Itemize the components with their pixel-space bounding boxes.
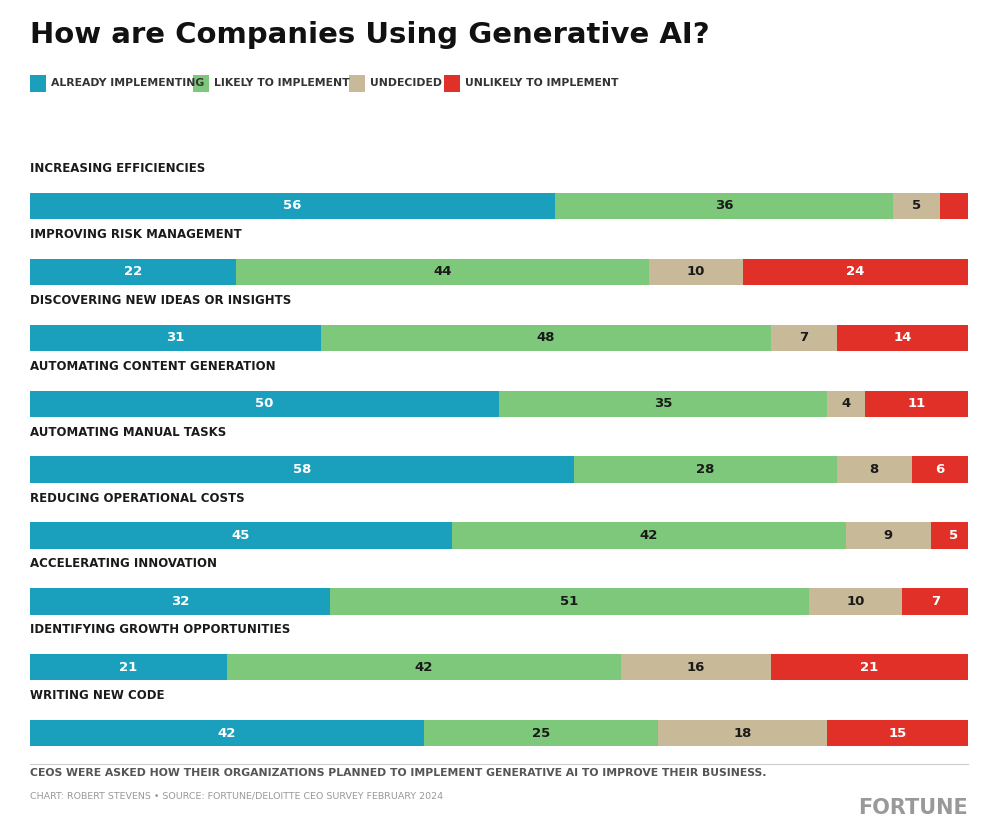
Text: REDUCING OPERATIONAL COSTS: REDUCING OPERATIONAL COSTS — [30, 491, 245, 505]
Text: 50: 50 — [255, 397, 273, 410]
Bar — [30, 654, 227, 681]
Text: UNDECIDED: UNDECIDED — [370, 78, 442, 88]
Bar — [912, 456, 968, 483]
Text: IDENTIFYING GROWTH OPPORTUNITIES: IDENTIFYING GROWTH OPPORTUNITIES — [30, 623, 290, 636]
Text: How are Companies Using Generative AI?: How are Companies Using Generative AI? — [30, 21, 710, 49]
Bar — [836, 456, 912, 483]
Text: 58: 58 — [292, 463, 311, 476]
Bar — [499, 391, 827, 416]
Text: DISCOVERING NEW IDEAS OR INSIGHTS: DISCOVERING NEW IDEAS OR INSIGHTS — [30, 294, 291, 307]
Text: 21: 21 — [120, 661, 138, 674]
Text: 7: 7 — [799, 332, 808, 344]
Text: 32: 32 — [171, 595, 190, 608]
Text: 10: 10 — [687, 266, 706, 278]
Bar — [574, 456, 836, 483]
Text: 56: 56 — [283, 199, 301, 212]
Text: 16: 16 — [687, 661, 706, 674]
Text: 10: 10 — [846, 595, 864, 608]
Text: WRITING NEW CODE: WRITING NEW CODE — [30, 689, 165, 702]
Bar — [659, 720, 827, 746]
Bar — [743, 259, 968, 285]
Bar — [930, 522, 977, 549]
Text: 15: 15 — [888, 726, 907, 740]
Text: 11: 11 — [907, 397, 925, 410]
Text: 6: 6 — [935, 463, 944, 476]
Text: INCREASING EFFICIENCIES: INCREASING EFFICIENCIES — [30, 162, 206, 175]
Bar — [649, 259, 743, 285]
Bar — [30, 259, 237, 285]
Bar — [227, 654, 621, 681]
Bar — [237, 259, 649, 285]
Bar — [30, 522, 452, 549]
Text: 9: 9 — [884, 529, 893, 542]
Bar — [621, 654, 771, 681]
Text: ACCELERATING INNOVATION: ACCELERATING INNOVATION — [30, 557, 217, 571]
Bar — [330, 588, 808, 615]
Text: 44: 44 — [433, 266, 452, 278]
Text: 35: 35 — [654, 397, 673, 410]
Bar — [30, 192, 555, 219]
Text: UNLIKELY TO IMPLEMENT: UNLIKELY TO IMPLEMENT — [465, 78, 618, 88]
Bar — [424, 720, 659, 746]
Text: 8: 8 — [869, 463, 879, 476]
Text: 42: 42 — [640, 529, 659, 542]
Text: 24: 24 — [846, 266, 864, 278]
Bar — [320, 325, 771, 351]
Text: 51: 51 — [560, 595, 579, 608]
Text: 18: 18 — [734, 726, 752, 740]
Bar — [30, 720, 424, 746]
Text: ALREADY IMPLEMENTING: ALREADY IMPLEMENTING — [51, 78, 205, 88]
Bar — [555, 192, 893, 219]
Text: CHART: ROBERT STEVENS • SOURCE: FORTUNE/DELOITTE CEO SURVEY FEBRUARY 2024: CHART: ROBERT STEVENS • SOURCE: FORTUNE/… — [30, 791, 443, 801]
Bar — [771, 654, 968, 681]
Text: 42: 42 — [415, 661, 433, 674]
Bar — [827, 391, 865, 416]
Bar — [865, 391, 968, 416]
Text: 14: 14 — [893, 332, 911, 344]
Text: AUTOMATING CONTENT GENERATION: AUTOMATING CONTENT GENERATION — [30, 360, 275, 372]
Text: FORTUNE: FORTUNE — [858, 798, 968, 818]
Text: 21: 21 — [860, 661, 878, 674]
Bar — [30, 391, 499, 416]
Bar — [893, 192, 940, 219]
Text: AUTOMATING MANUAL TASKS: AUTOMATING MANUAL TASKS — [30, 426, 227, 439]
Text: 4: 4 — [841, 397, 850, 410]
Text: 36: 36 — [715, 199, 734, 212]
Text: 48: 48 — [537, 332, 555, 344]
Bar — [902, 588, 968, 615]
Text: 28: 28 — [697, 463, 715, 476]
Text: 31: 31 — [166, 332, 185, 344]
Bar — [836, 325, 968, 351]
Bar — [808, 588, 902, 615]
Text: 42: 42 — [218, 726, 237, 740]
Bar — [452, 522, 846, 549]
Text: 7: 7 — [931, 595, 940, 608]
Text: 45: 45 — [232, 529, 250, 542]
Bar — [771, 325, 836, 351]
Text: 5: 5 — [912, 199, 921, 212]
Text: 25: 25 — [532, 726, 550, 740]
Text: IMPROVING RISK MANAGEMENT: IMPROVING RISK MANAGEMENT — [30, 228, 242, 241]
Text: LIKELY TO IMPLEMENT: LIKELY TO IMPLEMENT — [214, 78, 349, 88]
Text: 22: 22 — [124, 266, 143, 278]
Text: CEOS WERE ASKED HOW THEIR ORGANIZATIONS PLANNED TO IMPLEMENT GENERATIVE AI TO IM: CEOS WERE ASKED HOW THEIR ORGANIZATIONS … — [30, 768, 766, 778]
Bar — [30, 456, 574, 483]
Text: 5: 5 — [949, 529, 958, 542]
Bar — [940, 192, 968, 219]
Bar — [846, 522, 930, 549]
Bar — [827, 720, 968, 746]
Bar — [30, 588, 330, 615]
Bar — [30, 325, 320, 351]
